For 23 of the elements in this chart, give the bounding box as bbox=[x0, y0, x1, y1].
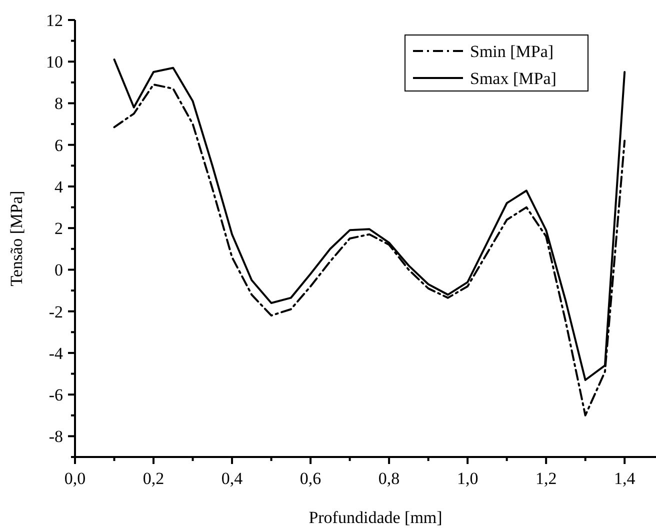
y-tick-label: -4 bbox=[48, 344, 64, 363]
y-tick-label: 2 bbox=[54, 219, 63, 238]
y-tick-label: -8 bbox=[48, 427, 63, 446]
y-tick-label: 8 bbox=[54, 94, 63, 114]
y-tick-label: 6 bbox=[54, 136, 63, 155]
x-tick-label: 0,4 bbox=[221, 469, 244, 488]
x-tick-label: 1,2 bbox=[535, 469, 557, 488]
legend-label: Smax [MPa] bbox=[470, 69, 556, 88]
y-tick-label: -6 bbox=[48, 386, 63, 405]
y-tick-label: 12 bbox=[46, 11, 63, 30]
y-tick-label: 0 bbox=[54, 260, 63, 280]
x-tick-label: 0,6 bbox=[300, 469, 322, 488]
legend-label: Smin [MPa] bbox=[470, 42, 554, 61]
x-tick-label: 1,0 bbox=[456, 469, 478, 488]
x-tick-label: 0,8 bbox=[378, 469, 400, 488]
y-tick-label: -2 bbox=[48, 302, 63, 322]
y-axis-title: Tensão [MPa] bbox=[7, 190, 26, 286]
y-tick-label: 4 bbox=[54, 177, 64, 196]
x-tick-label: 0,0 bbox=[64, 469, 86, 488]
x-axis-title: Profundidade [mm] bbox=[308, 508, 442, 527]
y-tick-label: 10 bbox=[46, 52, 63, 72]
x-tick-label: 0,2 bbox=[142, 469, 164, 488]
x-tick-label: 1,4 bbox=[614, 469, 636, 488]
